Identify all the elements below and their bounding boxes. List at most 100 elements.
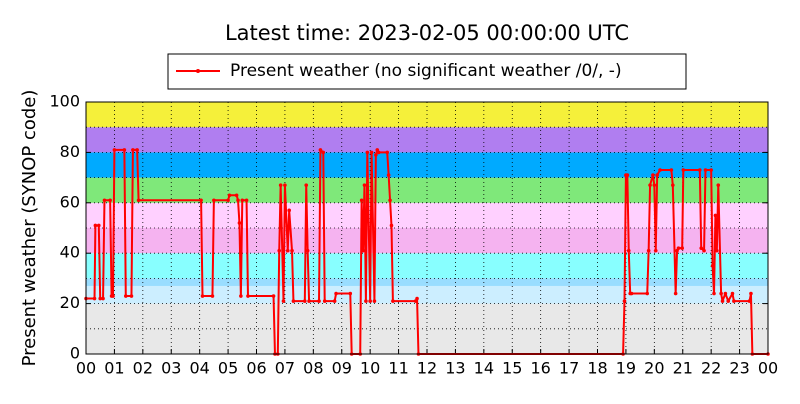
data-point <box>626 248 631 253</box>
data-point <box>732 299 736 303</box>
data-point <box>348 291 353 296</box>
data-point <box>307 299 311 303</box>
data-point <box>239 294 243 298</box>
data-point <box>108 198 112 203</box>
data-point <box>365 150 370 155</box>
y-tick-label: 80 <box>60 142 80 161</box>
x-tick-label: 00 <box>758 359 778 378</box>
data-point <box>102 198 107 203</box>
data-point <box>226 198 230 203</box>
x-tick-label: 13 <box>445 359 465 378</box>
data-point <box>318 148 323 152</box>
data-point <box>723 291 728 296</box>
data-point <box>131 148 135 152</box>
data-point <box>285 248 290 253</box>
data-point <box>749 291 753 296</box>
data-point <box>645 291 650 296</box>
data-point <box>277 248 282 253</box>
data-point <box>655 173 659 177</box>
data-point <box>703 168 708 172</box>
x-tick-label: 05 <box>218 359 238 378</box>
data-point <box>210 294 215 298</box>
data-point <box>699 246 704 250</box>
x-tick-label: 10 <box>360 359 380 378</box>
x-tick-label: 08 <box>303 359 323 378</box>
data-point <box>368 299 372 303</box>
data-point <box>200 294 205 298</box>
x-tick-label: 03 <box>161 359 181 378</box>
x-tick-label: 12 <box>417 359 437 378</box>
data-point <box>93 223 98 228</box>
data-point <box>281 299 286 303</box>
x-tick-label: 17 <box>559 359 579 378</box>
data-point <box>317 299 321 303</box>
data-point <box>112 148 117 152</box>
data-point <box>651 173 655 177</box>
data-point <box>372 299 377 303</box>
data-point <box>648 183 652 187</box>
weather-band <box>86 127 768 153</box>
data-point <box>364 299 368 303</box>
data-point <box>227 193 232 198</box>
data-point <box>676 246 681 250</box>
y-tick-label: 100 <box>49 92 80 111</box>
legend-label: Present weather (no significant weather … <box>230 61 622 81</box>
data-point <box>199 198 203 203</box>
data-point <box>726 299 731 303</box>
data-point <box>283 183 287 187</box>
data-point <box>388 198 392 203</box>
data-point <box>123 294 128 298</box>
x-tick-label: 16 <box>530 359 550 378</box>
x-tick-label: 09 <box>332 359 352 378</box>
x-tick-label: 19 <box>616 359 636 378</box>
data-point <box>334 291 338 296</box>
data-point <box>212 198 216 203</box>
y-tick-label: 40 <box>60 243 80 262</box>
data-point <box>715 248 719 253</box>
data-point <box>362 183 367 187</box>
weather-band <box>86 228 768 254</box>
data-point <box>101 296 105 301</box>
data-point <box>730 291 735 296</box>
data-point <box>237 221 242 225</box>
data-point <box>278 183 283 187</box>
y-tick-label: 60 <box>60 192 80 211</box>
data-point <box>709 168 713 172</box>
data-point <box>361 248 365 253</box>
data-point <box>681 168 686 172</box>
data-point <box>271 294 276 298</box>
data-point <box>374 153 378 157</box>
data-point <box>747 299 752 303</box>
y-tick-label: 20 <box>60 293 80 312</box>
data-point <box>652 183 657 187</box>
data-point <box>135 148 139 152</box>
x-tick-label: 06 <box>246 359 266 378</box>
data-point <box>669 168 674 172</box>
x-tick-label: 00 <box>76 359 96 378</box>
x-tick-label: 01 <box>104 359 124 378</box>
x-tick-label: 18 <box>587 359 607 378</box>
data-point <box>671 183 675 187</box>
data-point <box>136 198 141 203</box>
data-point <box>713 213 718 218</box>
data-point <box>321 150 326 155</box>
x-tick-label: 07 <box>275 359 295 378</box>
data-point <box>653 248 658 253</box>
legend-swatch-marker <box>196 69 200 73</box>
data-point <box>244 198 249 203</box>
data-point <box>92 296 97 301</box>
data-point <box>290 248 294 253</box>
data-point <box>720 299 725 303</box>
x-tick-label: 14 <box>474 359 494 378</box>
y-tick-label: 0 <box>70 344 80 363</box>
data-point <box>680 246 684 250</box>
data-point <box>304 183 309 187</box>
x-tick-label: 22 <box>701 359 721 378</box>
data-point <box>698 168 702 172</box>
data-point <box>389 223 394 228</box>
data-point <box>415 296 419 301</box>
plot-frame <box>85 101 769 355</box>
data-point <box>246 294 250 298</box>
x-tick-label: 21 <box>673 359 693 378</box>
data-point <box>96 223 101 228</box>
